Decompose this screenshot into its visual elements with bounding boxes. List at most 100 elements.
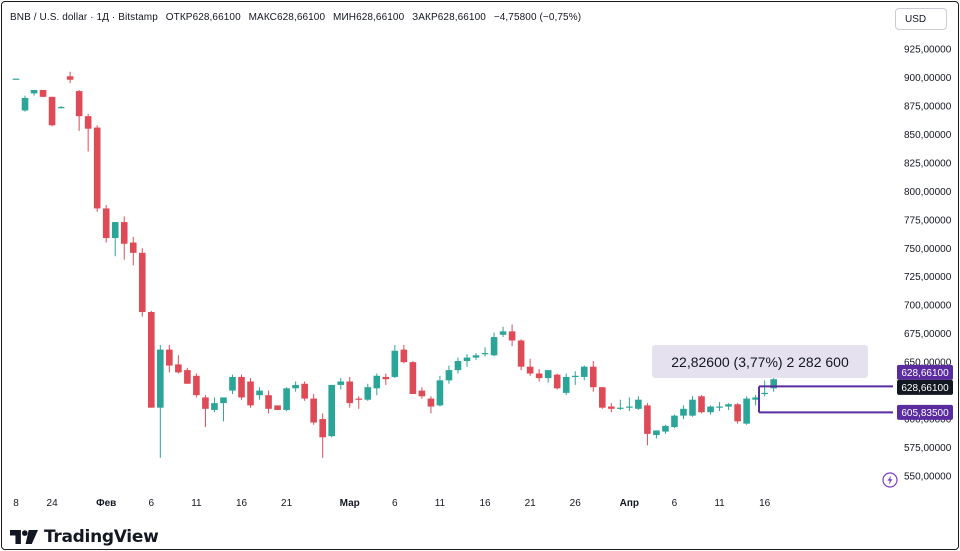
candle (193, 373, 200, 398)
candle (265, 390, 272, 414)
candle (535, 368, 543, 382)
price-tag-bottom-bg (897, 404, 953, 420)
measure-label: 22,82600 (3,77%) 2 282 600 (671, 354, 849, 370)
candle (562, 373, 570, 396)
candle-body (21, 97, 29, 111)
candle-body (39, 89, 47, 97)
candle-body (472, 355, 480, 358)
candle-body (698, 396, 705, 413)
candle-body (589, 366, 597, 388)
candle (283, 387, 290, 412)
price-tag-bottom-text: 605,83500 (901, 408, 949, 419)
measure-tool[interactable]: 22,82600 (3,77%) 2 282 600 (652, 345, 893, 414)
candle (93, 125, 101, 212)
candle-body (355, 398, 363, 400)
candle-body (526, 366, 534, 374)
candle (274, 405, 281, 410)
candle-body (400, 349, 408, 363)
candle (626, 397, 633, 412)
candle (653, 430, 660, 439)
change-value: −4,75800 (−0,75%) (493, 12, 582, 23)
candle-body (770, 379, 777, 389)
candle-body (382, 376, 390, 380)
candle (436, 375, 444, 407)
candle-body (544, 370, 552, 379)
candle-body (608, 406, 615, 409)
candle-body (12, 78, 20, 80)
candle (310, 394, 317, 425)
candle-body (220, 397, 227, 404)
candle-body (562, 376, 570, 393)
candle (761, 380, 768, 397)
candle-body (292, 384, 299, 389)
candle (400, 345, 408, 364)
tradingview-logo[interactable]: TradingView (10, 527, 159, 547)
high-value: МАКС628,66100 (248, 12, 326, 23)
candle (635, 396, 642, 410)
candle (319, 413, 326, 458)
close-value: ЗАКР628,66100 (412, 12, 486, 23)
candle (292, 381, 299, 392)
y-tick-label: 900,00000 (904, 73, 952, 84)
price-tag-current-bg (897, 379, 953, 395)
candle (211, 397, 218, 413)
candle (355, 396, 363, 409)
candle-body (734, 404, 741, 422)
x-tick-label: 11 (435, 498, 446, 509)
y-tick-label: 575,00000 (904, 443, 952, 454)
candle-body (148, 312, 155, 408)
candle (490, 332, 498, 357)
candle-body (580, 366, 588, 377)
candle (166, 345, 173, 373)
price-tag-current: 628,66100 (897, 379, 953, 395)
tradingview-logo-text: TradingView (44, 527, 159, 547)
x-tick-label: 26 (570, 498, 582, 509)
candle-body (166, 349, 173, 366)
candle (391, 345, 399, 379)
candle (698, 395, 705, 414)
candle-body (653, 430, 660, 436)
candle-body (427, 398, 435, 407)
candle (689, 396, 696, 417)
candle (21, 95, 29, 112)
candle-body (644, 405, 651, 434)
candle (138, 248, 146, 317)
x-tick-label: 11 (714, 498, 725, 509)
candle-body (120, 222, 128, 244)
y-tick-label: 825,00000 (904, 158, 952, 169)
candle (517, 339, 525, 371)
candle-body (680, 408, 687, 416)
x-tick-label: 6 (672, 498, 678, 509)
candle-body (761, 392, 768, 395)
candle-body (617, 407, 624, 409)
symbol-header: BNB / U.S. dollar · 1Д · Bitstamp ОТКР62… (10, 12, 586, 23)
candle (337, 378, 345, 390)
candle-body (418, 390, 426, 397)
currency-button[interactable]: USD (895, 8, 947, 30)
candle-body (319, 419, 326, 438)
lightning-icon[interactable] (882, 472, 898, 488)
candle (770, 378, 777, 392)
candle (364, 383, 372, 401)
candle (680, 405, 687, 420)
x-tick-label: Фев (96, 498, 116, 509)
candles-layer (12, 71, 777, 458)
candle-body (265, 395, 272, 409)
y-tick-label: 550,00000 (904, 472, 952, 483)
candle-body (84, 116, 92, 129)
candle-body (725, 404, 732, 407)
candle-body (671, 415, 678, 428)
candle (373, 373, 381, 396)
candle (526, 358, 534, 376)
candle (427, 396, 435, 414)
candle-body (689, 399, 696, 416)
x-tick-label: Апр (620, 498, 639, 509)
candle (84, 113, 92, 152)
candle-body (138, 252, 146, 313)
candle (671, 414, 678, 429)
price-tag-top-text: 628,66100 (901, 368, 949, 379)
candle (48, 96, 56, 127)
candle (175, 355, 182, 374)
